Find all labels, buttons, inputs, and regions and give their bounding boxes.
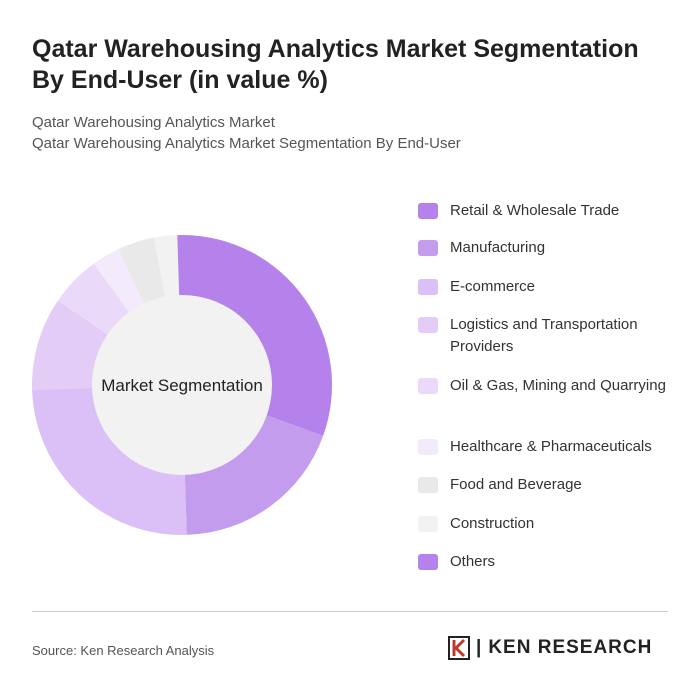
legend-item: Retail & Wholesale Trade <box>418 200 675 222</box>
legend-item: E-commerce <box>418 276 675 298</box>
legend-item: Construction <box>418 513 675 535</box>
legend-swatch <box>418 439 438 455</box>
legend-label: Retail & Wholesale Trade <box>450 202 620 219</box>
legend-item: Manufacturing <box>418 237 675 259</box>
legend-swatch <box>418 554 438 570</box>
legend-item: Oil & Gas, Mining and Quarrying <box>418 375 675 397</box>
legend-item: Food and Beverage <box>418 474 675 496</box>
donut-chart: Market Segmentation <box>32 235 332 535</box>
subtitle-market: Qatar Warehousing Analytics Market <box>32 114 275 131</box>
legend-swatch <box>418 378 438 394</box>
legend-label: Manufacturing <box>450 239 546 256</box>
legend-item: Healthcare & Pharmaceuticals <box>418 436 675 458</box>
legend-label: E-commerce <box>450 278 536 295</box>
legend-label: Oil & Gas, Mining and Quarrying <box>450 377 666 394</box>
center-label: Market Segmentation <box>101 376 263 395</box>
legend-label: Food and Beverage <box>450 476 582 493</box>
logo-icon <box>448 636 470 660</box>
legend-swatch <box>418 279 438 295</box>
legend-swatch <box>418 240 438 256</box>
legend-item: Logistics and Transportation Providers <box>418 314 675 358</box>
ken-research-logo: | KEN RESEARCH <box>448 636 652 660</box>
legend-label: Others <box>450 553 496 570</box>
divider <box>32 611 668 612</box>
chart-title: Qatar Warehousing Analytics Market Segme… <box>32 35 639 94</box>
legend-swatch <box>418 317 438 333</box>
legend-swatch <box>418 203 438 219</box>
donut-center <box>92 295 272 475</box>
legend-label: Logistics and Transportation Providers <box>450 316 638 355</box>
logo-text: KEN RESEARCH <box>488 637 653 658</box>
legend-swatch <box>418 516 438 532</box>
subtitle-segmentation: Qatar Warehousing Analytics Market Segme… <box>32 135 461 152</box>
legend-swatch <box>418 477 438 493</box>
legend-label: Healthcare & Pharmaceuticals <box>450 438 652 455</box>
source-text: Source: Ken Research Analysis <box>32 643 215 658</box>
legend-item: Others <box>418 551 675 573</box>
legend-label: Construction <box>450 515 535 532</box>
